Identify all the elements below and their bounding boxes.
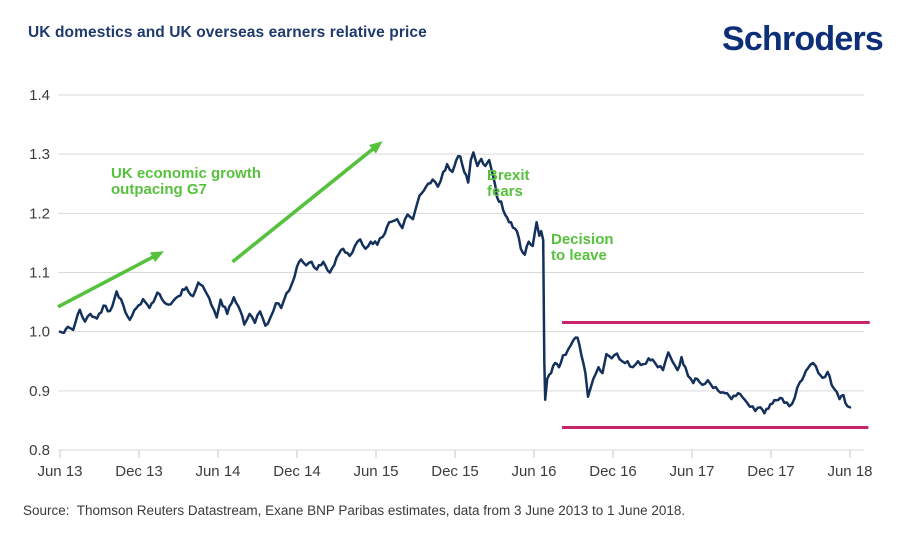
x-axis-label: Jun 13 — [37, 463, 82, 480]
x-axis-label: Jun 14 — [195, 463, 240, 480]
y-axis-label: 1.3 — [29, 146, 50, 163]
page-title: UK domestics and UK overseas earners rel… — [28, 24, 427, 41]
annotation-arrowhead — [149, 251, 165, 263]
x-axis-label: Jun 17 — [669, 463, 714, 480]
annotation-arrowhead — [369, 141, 383, 154]
annotation-arrow — [231, 146, 376, 264]
x-axis-label: Dec 17 — [747, 463, 795, 480]
y-axis-label: 0.8 — [29, 442, 50, 459]
y-axis-label: 1.2 — [29, 205, 50, 222]
x-axis-label: Dec 13 — [115, 463, 163, 480]
y-axis-label: 0.9 — [29, 383, 50, 400]
y-axis-label: 1.4 — [29, 87, 50, 104]
y-axis-label: 1.1 — [29, 264, 50, 281]
annotation-arrow — [57, 254, 156, 309]
x-axis-label: Jun 16 — [511, 463, 556, 480]
x-axis-label: Dec 16 — [589, 463, 637, 480]
schroders-logo: Schroders — [722, 20, 884, 58]
annotation-brexit-fears: Brexit fears — [487, 167, 530, 200]
annotation-uk-growth: UK economic growth outpacing G7 — [111, 165, 262, 198]
x-axis-label: Jun 15 — [353, 463, 398, 480]
x-axis-label: Dec 15 — [431, 463, 479, 480]
annotation-decision-to-leave: Decision to leave — [551, 231, 614, 264]
y-axis-label: 1.0 — [29, 324, 50, 341]
series-line — [58, 151, 852, 415]
x-axis-label: Dec 14 — [273, 463, 321, 480]
x-axis-label: Jun 18 — [827, 463, 872, 480]
source-note: Source: Thomson Reuters Datastream, Exan… — [23, 503, 686, 518]
